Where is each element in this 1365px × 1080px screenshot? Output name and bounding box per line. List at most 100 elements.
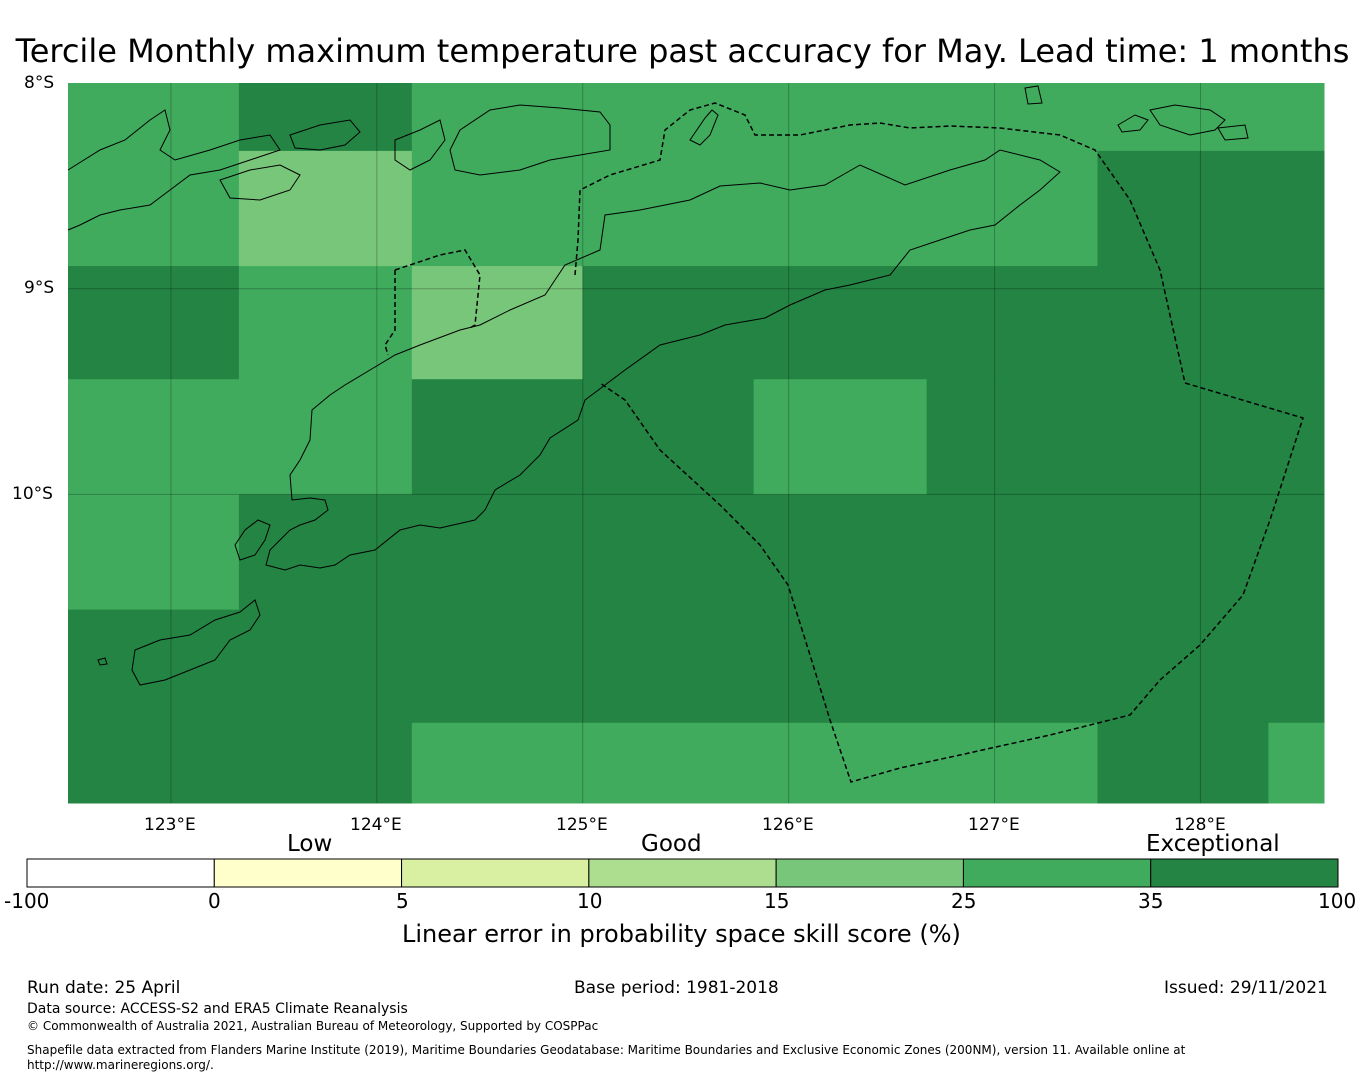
skill-cell [1268,83,1325,152]
skill-cell [1097,379,1269,495]
skill-cell [1268,150,1325,267]
atauro-coastline [689,109,719,146]
lat-label-9s: 9°S [24,278,55,298]
lakor-coastline [1217,124,1249,141]
skill-cell [1097,150,1269,267]
kisar-coastline [1024,85,1043,105]
savu-coastline [97,657,108,666]
skill-cell [582,494,755,611]
skill-cell [753,722,928,804]
skill-cell [411,494,584,611]
skill-cell [1097,494,1269,611]
colorbar-label: Linear error in probability space skill … [402,920,961,948]
colorbar-tick: 15 [764,889,790,913]
skill-cell [753,150,928,267]
colorbar-segment [588,858,777,888]
skill-cell [1097,722,1269,804]
lat-label-10s: 10°S [12,484,53,504]
coastline [67,85,1249,686]
skill-cell [68,722,240,804]
skill-cell [411,609,584,724]
colorbar-tick: 10 [577,889,603,913]
skill-cell [238,150,413,267]
skill-cell [411,150,584,267]
skill-cell [411,379,584,495]
colorbar-category-good: Good [641,831,702,857]
graticule [68,83,1324,803]
skill-cell [238,379,413,495]
adonara-coastline [219,164,301,201]
skill-cell [926,379,1099,495]
skill-cell [238,266,413,380]
colorbar-segment [26,858,215,888]
flores-coastline [67,109,281,231]
skill-cell [582,722,755,804]
skill-cell [68,150,240,267]
skill-cell [68,494,240,611]
skill-cell [582,150,755,267]
alor-coastline [289,119,361,151]
skill-cell [582,379,755,495]
skill-cell [411,83,584,152]
issued-date: Issued: 29/11/2021 [1164,978,1328,998]
data-source: Data source: ACCESS-S2 and ERA5 Climate … [27,1001,408,1017]
maritime-boundaries [384,102,1304,783]
semau-coastline [234,519,271,561]
colorbar-tick: -100 [4,889,50,913]
rote-coastline [131,599,261,686]
skill-cell [926,494,1099,611]
colorbar-category-exceptional: Exceptional [1146,831,1280,857]
skill-cell [926,83,1099,152]
skill-cell [582,266,755,380]
moa-coastline [1117,114,1149,133]
skill-cell [926,150,1099,267]
colorbar-tick: 0 [208,889,221,913]
skill-cell [753,609,928,724]
skill-cell [1268,722,1325,804]
colorbar-segment [775,858,964,888]
skill-cell [582,83,755,152]
colorbar-segment [213,858,403,888]
skill-cell [238,83,413,152]
pantar-coastline [394,119,446,171]
skill-cell [926,266,1099,380]
skill-grid [68,83,1325,804]
skill-cell [238,494,413,611]
shapefile-url: http://www.marineregions.org/. [27,1058,214,1072]
run-date: Run date: 25 April [27,978,181,998]
colorbar-segment [401,858,590,888]
map-title: Tercile Monthly maximum temperature past… [15,32,1350,70]
skill-cell [238,722,413,804]
leti-coastline [1149,104,1226,136]
colorbar-segment [962,858,1152,888]
copyright: © Commonwealth of Australia 2021, Austra… [27,1019,599,1033]
oecusse-eez-west [384,270,396,356]
timor-leste-eez [574,102,1304,783]
lat-label-8s: 8°S [24,73,55,93]
lon-label-126e: 126°E [762,815,814,835]
skill-cell [753,83,928,152]
lon-label-127e: 127°E [968,815,1020,835]
skill-cell [753,266,928,380]
lon-label-128e: 128°E [1174,815,1226,835]
skill-cell [753,494,928,611]
lon-label-124e: 124°E [350,815,402,835]
colorbar-tick: 100 [1318,889,1357,913]
skill-cell [1268,379,1325,495]
timor-coastline [265,149,1061,571]
colorbar-category-low: Low [287,831,333,857]
skill-cell [1097,266,1269,380]
colorbar-tick: 25 [951,889,977,913]
colorbar [26,858,1339,888]
skill-cell [926,722,1099,804]
shapefile-credit: Shapefile data extracted from Flanders M… [27,1043,1186,1057]
skill-cell [411,722,584,804]
skill-cell [1268,266,1325,380]
skill-cell [1097,609,1269,724]
wetar-coastline [449,104,611,176]
skill-cell [753,379,928,495]
colorbar-tick: 5 [396,889,409,913]
skill-cell [68,379,240,495]
skill-cell [238,609,413,724]
